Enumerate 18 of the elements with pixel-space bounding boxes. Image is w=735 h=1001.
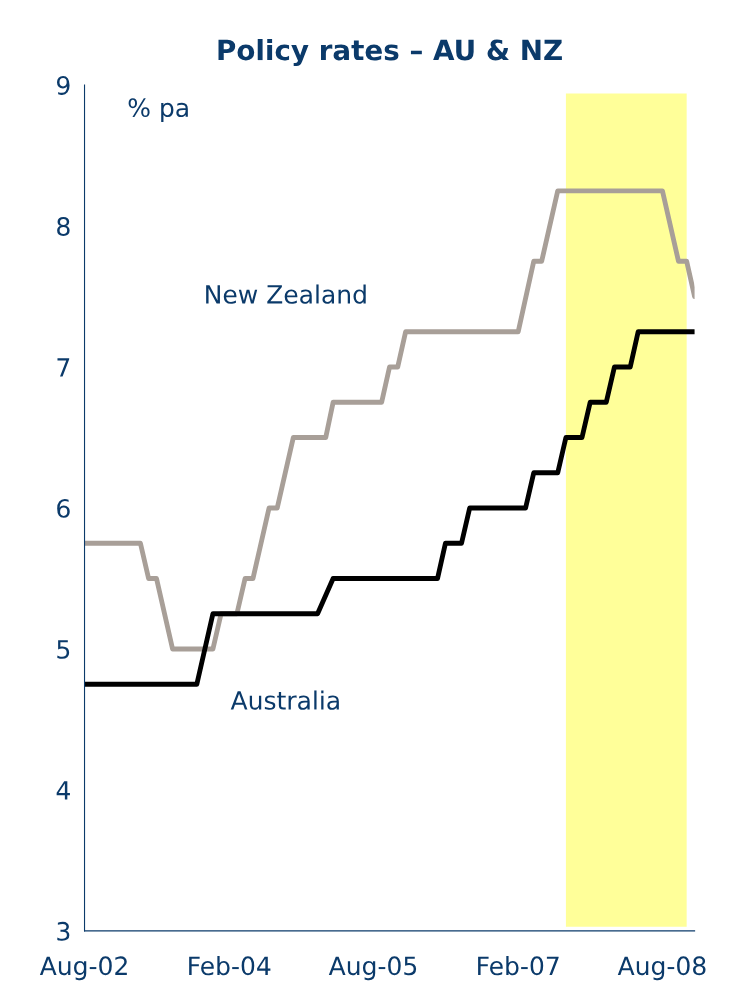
x-tick-label: Aug-05 (328, 956, 417, 981)
x-tick-label: Feb-07 (478, 955, 559, 976)
y-tick-label: 6 (57, 498, 70, 518)
line-series (84, 188, 695, 652)
series-label: Australia (230, 690, 339, 710)
chart-title: Policy rates – AU & NZ (218, 38, 562, 67)
y-tick-label: 8 (57, 217, 70, 236)
y-axis-title: % pa (128, 98, 188, 122)
x-tick-label: Aug-02 (39, 956, 127, 981)
y-tick-label: 9 (57, 76, 70, 95)
line-series (84, 329, 695, 687)
x-tick-label: Aug-08 (617, 956, 706, 981)
y-tick-label: 7 (57, 358, 70, 377)
series-label: New Zealand (206, 284, 366, 304)
y-tick-label: 5 (57, 640, 70, 659)
x-tick-label: Feb-04 (189, 955, 271, 976)
y-tick-label: 4 (56, 781, 70, 800)
y-tick-label: 3 (57, 921, 70, 941)
